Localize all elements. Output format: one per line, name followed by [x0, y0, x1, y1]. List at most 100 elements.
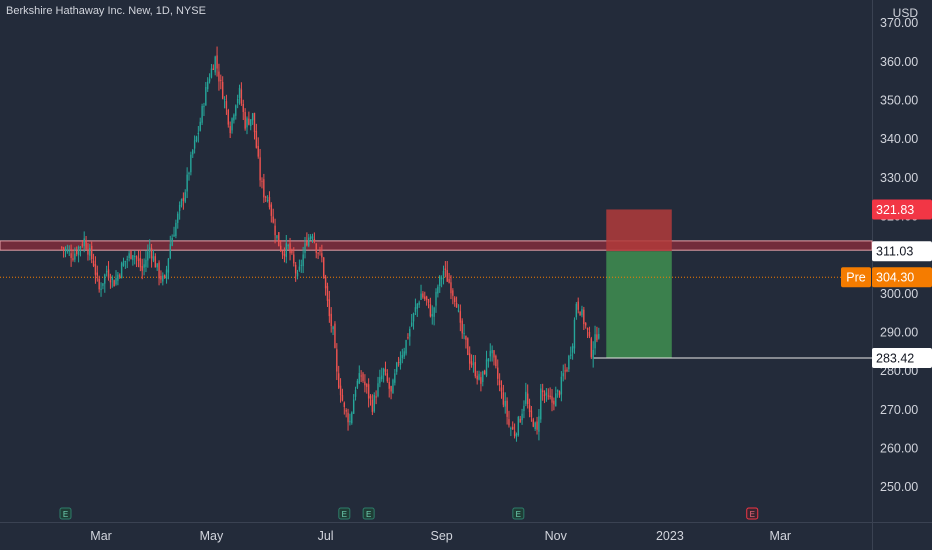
candle-body[interactable]	[437, 286, 439, 294]
candle-body[interactable]	[304, 243, 306, 253]
candle-body[interactable]	[306, 241, 308, 246]
candle-body[interactable]	[596, 334, 598, 341]
candle-body[interactable]	[581, 309, 583, 316]
candle-body[interactable]	[64, 248, 67, 251]
candle-body[interactable]	[369, 395, 372, 399]
candle-body[interactable]	[192, 150, 194, 155]
earnings-marker-icon[interactable]	[338, 507, 351, 520]
candle-body[interactable]	[478, 374, 480, 380]
candle-body[interactable]	[463, 332, 465, 334]
candle-body[interactable]	[250, 119, 252, 127]
candle-body[interactable]	[547, 395, 549, 397]
candle-body[interactable]	[474, 362, 476, 377]
candle-body[interactable]	[409, 328, 411, 337]
candle-body[interactable]	[521, 413, 523, 421]
candle-body[interactable]	[227, 109, 229, 125]
candle-body[interactable]	[147, 251, 149, 261]
candle-body[interactable]	[336, 349, 338, 372]
candle-body[interactable]	[205, 86, 207, 106]
candle-body[interactable]	[394, 373, 396, 383]
candle-body[interactable]	[392, 379, 394, 394]
candle-body[interactable]	[300, 264, 302, 266]
candle-body[interactable]	[598, 333, 600, 339]
candle-body[interactable]	[382, 368, 385, 376]
candle-body[interactable]	[255, 130, 258, 148]
candle-body[interactable]	[375, 396, 377, 398]
candle-body[interactable]	[575, 303, 578, 318]
candle-body[interactable]	[139, 258, 142, 268]
candle-body[interactable]	[85, 240, 87, 249]
candle-body[interactable]	[390, 386, 392, 392]
candle-body[interactable]	[510, 428, 512, 430]
candle-body[interactable]	[420, 293, 422, 300]
candle-body[interactable]	[482, 371, 484, 382]
candle-body[interactable]	[377, 383, 379, 397]
candle-body[interactable]	[203, 106, 205, 108]
candle-body[interactable]	[356, 380, 359, 388]
candle-body[interactable]	[98, 278, 100, 290]
candle-body[interactable]	[519, 418, 521, 423]
candle-body[interactable]	[291, 250, 293, 254]
candle-body[interactable]	[105, 271, 108, 273]
candle-body[interactable]	[435, 291, 437, 306]
candle-body[interactable]	[171, 238, 173, 246]
candle-body[interactable]	[364, 381, 366, 386]
candle-body[interactable]	[467, 338, 469, 355]
candle-body[interactable]	[332, 326, 334, 330]
candle-body[interactable]	[272, 216, 274, 223]
candle-body[interactable]	[130, 250, 132, 259]
candle-body[interactable]	[504, 400, 506, 407]
candle-body[interactable]	[485, 359, 488, 376]
candle-body[interactable]	[126, 258, 128, 260]
candle-body[interactable]	[341, 395, 344, 401]
candle-body[interactable]	[90, 245, 93, 260]
candle-body[interactable]	[381, 375, 383, 380]
candle-body[interactable]	[584, 323, 587, 326]
candle-body[interactable]	[360, 375, 362, 377]
candle-body[interactable]	[321, 253, 323, 258]
candle-body[interactable]	[120, 263, 123, 279]
candle-body[interactable]	[564, 370, 566, 372]
candle-body[interactable]	[345, 410, 347, 412]
candle-body[interactable]	[274, 225, 276, 236]
candle-body[interactable]	[100, 288, 102, 290]
candle-body[interactable]	[388, 381, 390, 389]
candle-body[interactable]	[266, 199, 269, 201]
candle-body[interactable]	[468, 353, 471, 364]
candle-body[interactable]	[551, 396, 553, 403]
candle-body[interactable]	[455, 303, 458, 308]
candle-body[interactable]	[107, 269, 110, 279]
candle-body[interactable]	[160, 275, 162, 280]
candle-body[interactable]	[354, 390, 357, 397]
candle-body[interactable]	[62, 247, 65, 250]
candle-body[interactable]	[590, 338, 593, 358]
candle-body[interactable]	[137, 258, 140, 261]
candle-body[interactable]	[386, 373, 389, 382]
candle-body[interactable]	[68, 250, 70, 252]
candle-body[interactable]	[367, 384, 370, 399]
candle-body[interactable]	[442, 270, 445, 276]
candle-body[interactable]	[115, 277, 117, 285]
candle-body[interactable]	[122, 261, 125, 266]
candle-body[interactable]	[452, 290, 454, 296]
candle-body[interactable]	[410, 322, 413, 327]
earnings-marker-icon[interactable]	[512, 507, 525, 520]
candle-body[interactable]	[347, 412, 349, 423]
candle-body[interactable]	[517, 416, 520, 436]
candle-body[interactable]	[240, 89, 243, 104]
candle-body[interactable]	[326, 286, 329, 301]
candle-body[interactable]	[508, 419, 510, 426]
candle-body[interactable]	[512, 426, 514, 430]
candle-body[interactable]	[283, 253, 286, 256]
candle-body[interactable]	[235, 105, 237, 116]
candle-body[interactable]	[500, 387, 503, 392]
candle-body[interactable]	[570, 354, 572, 356]
candle-body[interactable]	[220, 79, 222, 81]
candle-body[interactable]	[579, 311, 581, 316]
candle-body[interactable]	[448, 279, 450, 283]
candle-body[interactable]	[218, 71, 220, 82]
candle-body[interactable]	[515, 433, 518, 437]
candle-body[interactable]	[422, 293, 424, 298]
candle-body[interactable]	[470, 361, 473, 366]
